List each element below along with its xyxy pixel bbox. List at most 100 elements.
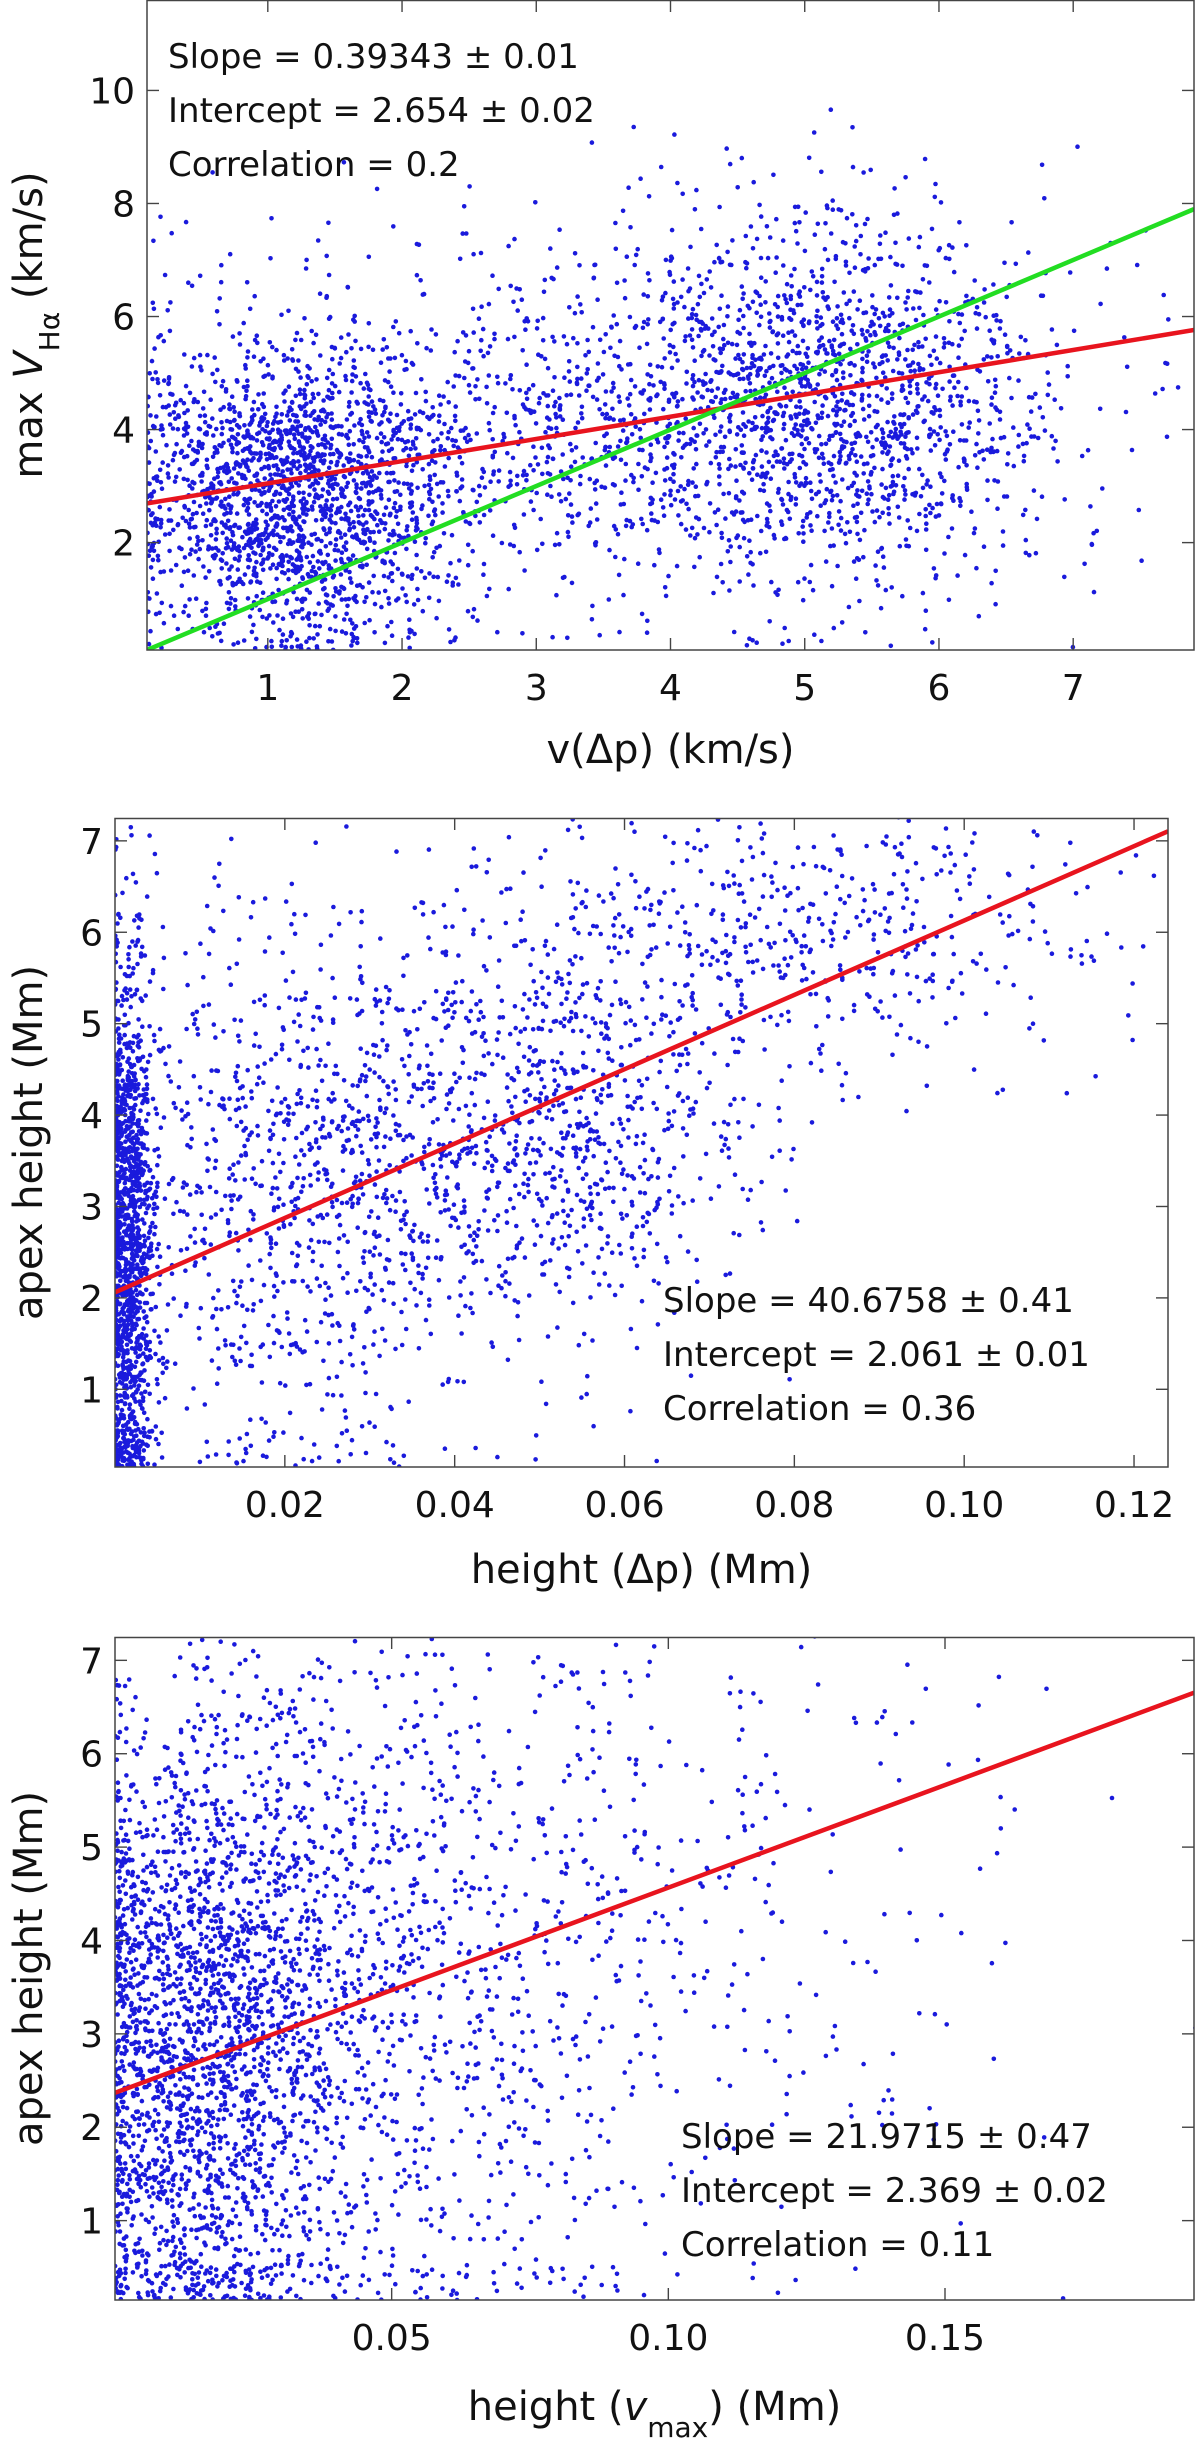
data-point <box>179 583 185 588</box>
data-point <box>1139 558 1144 563</box>
data-point <box>247 543 252 548</box>
data-point <box>662 382 667 388</box>
data-point <box>446 627 452 632</box>
data-point <box>669 365 675 371</box>
data-point <box>628 377 634 383</box>
data-point <box>889 457 894 463</box>
data-point <box>615 531 621 537</box>
data-point <box>943 300 949 305</box>
data-point <box>834 412 839 418</box>
data-point <box>383 505 389 510</box>
data-point <box>895 211 900 216</box>
data-point <box>251 622 256 628</box>
data-point <box>232 556 238 562</box>
data-point <box>937 471 943 476</box>
data-point <box>974 326 980 331</box>
data-point <box>696 333 701 339</box>
data-point <box>604 431 609 437</box>
data-point <box>359 422 365 428</box>
data-point <box>313 492 319 497</box>
data-point <box>237 554 242 559</box>
data-point <box>312 623 318 629</box>
data-point <box>776 587 781 593</box>
data-point <box>251 550 256 555</box>
data-point <box>577 263 582 268</box>
data-point <box>765 520 770 525</box>
data-point <box>129 994 134 999</box>
data-point <box>857 494 862 499</box>
data-point <box>700 349 706 354</box>
data-point <box>655 439 661 445</box>
data-point <box>1098 301 1103 307</box>
data-point <box>409 576 415 581</box>
data-point <box>880 360 885 365</box>
data-point <box>228 510 233 515</box>
data-point <box>149 491 154 497</box>
data-point <box>248 580 253 585</box>
data-point <box>299 563 304 569</box>
data-point <box>350 621 355 626</box>
data-point <box>810 274 816 279</box>
data-point <box>895 357 900 362</box>
data-point <box>349 378 355 384</box>
data-point <box>835 563 840 569</box>
data-point <box>303 435 309 440</box>
data-point <box>324 531 329 537</box>
data-point <box>542 356 548 362</box>
data-point <box>166 403 171 408</box>
data-point <box>629 472 634 478</box>
data-point <box>214 526 219 532</box>
data-point <box>524 472 529 478</box>
data-point <box>471 487 476 493</box>
data-point <box>253 487 258 492</box>
data-point <box>153 1304 159 1310</box>
data-point <box>334 496 340 502</box>
data-point <box>347 527 352 533</box>
data-point <box>237 331 242 336</box>
data-point <box>740 359 745 365</box>
data-point <box>412 412 418 417</box>
data-point <box>351 626 357 631</box>
data-point <box>566 369 572 374</box>
data-point <box>496 479 502 484</box>
data-point <box>354 536 360 541</box>
data-point <box>303 468 309 474</box>
data-point <box>874 437 879 442</box>
data-point <box>129 1219 135 1224</box>
data-point <box>344 515 349 521</box>
data-point <box>822 394 828 400</box>
data-point <box>635 561 641 566</box>
data-point <box>580 455 585 460</box>
data-point <box>637 345 642 351</box>
data-point <box>823 221 828 226</box>
data-point <box>841 290 847 295</box>
data-point <box>156 1400 162 1405</box>
data-point <box>680 498 685 503</box>
fit-line <box>147 327 1194 506</box>
data-point <box>445 379 451 385</box>
data-point <box>145 1147 150 1152</box>
data-point <box>616 394 622 399</box>
data-point <box>406 635 411 640</box>
data-point <box>951 498 956 504</box>
data-point <box>620 208 626 214</box>
data-point <box>333 481 338 487</box>
data-point <box>253 571 259 577</box>
data-point <box>124 997 130 1002</box>
data-point <box>328 442 334 448</box>
data-point <box>334 447 340 453</box>
data-point <box>603 463 609 468</box>
data-point <box>330 371 336 377</box>
data-point <box>147 590 151 595</box>
data-point <box>197 546 203 552</box>
data-point <box>369 419 375 424</box>
data-point <box>503 381 508 386</box>
data-point <box>834 316 840 321</box>
data-point <box>302 395 308 401</box>
data-point <box>748 560 753 566</box>
data-point <box>552 339 557 344</box>
data-point <box>877 241 883 247</box>
data-point <box>470 548 476 554</box>
data-point <box>341 473 347 479</box>
data-point <box>805 512 810 517</box>
